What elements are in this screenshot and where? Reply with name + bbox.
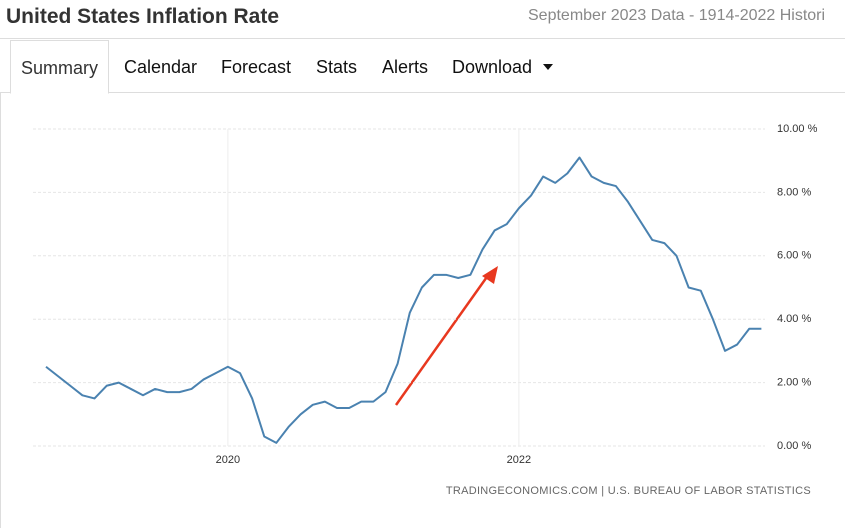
tab[interactable]: Stats [316,57,358,77]
y-tick-label: 6.00 % [777,250,811,262]
source: TRADINGECONOMICS.COM | U.S. BUREAU OF LA… [446,485,811,497]
tab[interactable]: Calendar [124,57,198,77]
y-tick-label: 4.00 % [777,313,811,325]
y-tick-label: 0.00 % [777,440,811,452]
x-tick-label: 2020 [216,454,240,466]
annotation-arrowhead [482,266,498,284]
subtitle: September 2023 Data - 1914-2022 Histori [528,7,826,24]
tab[interactable]: Alerts [382,57,429,77]
tab[interactable]: Download [452,57,533,77]
tab-bar: Summary Calendar Forecast Stats Alerts D… [0,40,845,94]
tab[interactable]: Forecast [221,57,292,77]
annotation-arrow [394,273,491,406]
page-title: United States Inflation Rate [6,5,280,28]
content-frame [0,92,845,528]
y-tick-label: 8.00 % [777,186,811,198]
x-tick-label: 2022 [507,454,531,466]
y-tick-label: 2.00 % [777,377,811,389]
y-tick-label: 10.00 % [777,123,818,135]
data-line [45,156,762,444]
tab[interactable]: Summary [10,40,110,94]
header: United States Inflation Rate September 2… [0,0,845,39]
dropdown-caret [543,64,553,70]
